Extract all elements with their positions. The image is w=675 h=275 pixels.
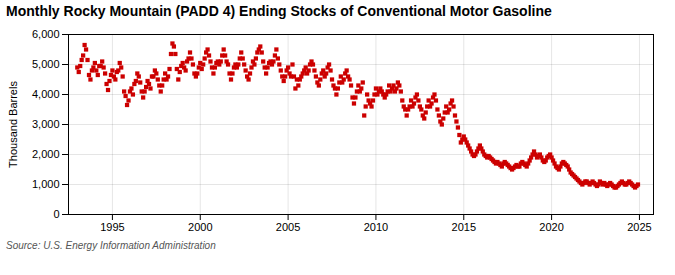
svg-text:2000: 2000 bbox=[188, 221, 212, 233]
svg-text:2025: 2025 bbox=[627, 221, 651, 233]
svg-text:2020: 2020 bbox=[539, 221, 563, 233]
svg-text:1995: 1995 bbox=[100, 221, 124, 233]
svg-text:3,000: 3,000 bbox=[32, 118, 60, 130]
html-text:Monthly Rocky Mountain (PADD 4: Monthly Rocky Mountain (PADD 4) Ending S… bbox=[6, 3, 552, 19]
svg-text:2015: 2015 bbox=[452, 221, 476, 233]
svg-text:4,000: 4,000 bbox=[32, 88, 60, 100]
svg-text:1,000: 1,000 bbox=[32, 178, 60, 190]
svg-text:0: 0 bbox=[53, 208, 59, 220]
svg-text:2005: 2005 bbox=[276, 221, 300, 233]
svg-text:5,000: 5,000 bbox=[32, 58, 60, 70]
html-text:Source: U.S. Energy Informatio: Source: U.S. Energy Information Administ… bbox=[6, 240, 216, 251]
svg-text:6,000: 6,000 bbox=[32, 28, 60, 40]
svg-text:Thousand Barrels: Thousand Barrels bbox=[7, 81, 19, 168]
svg-text:2,000: 2,000 bbox=[32, 148, 60, 160]
svg-text:2010: 2010 bbox=[364, 221, 388, 233]
